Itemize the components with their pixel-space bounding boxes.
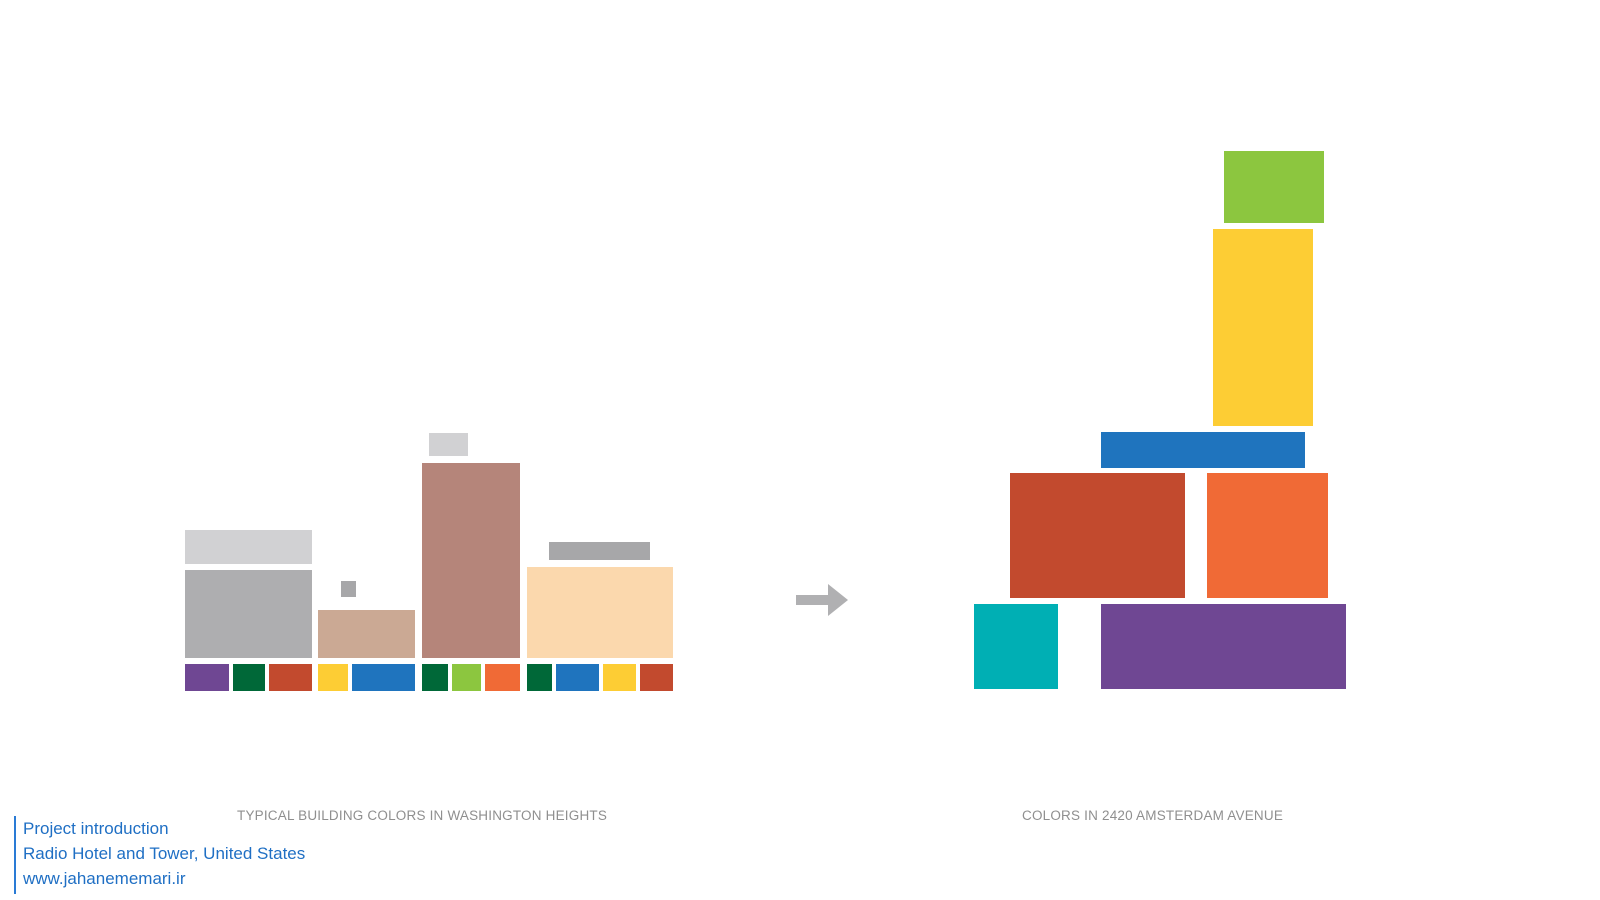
swatch-blue: [556, 664, 599, 691]
building-2-chimney-block: [341, 581, 356, 597]
building-3-body-block: [422, 463, 520, 658]
tower-yellow-block: [1213, 229, 1313, 426]
building-1-body-block: [185, 570, 312, 658]
swatch-dark-green: [422, 664, 448, 691]
swatch-dark-green: [233, 664, 265, 691]
typical-building-colors-caption: TYPICAL BUILDING COLORS IN WASHINGTON HE…: [237, 808, 608, 823]
tower-purple-block: [1101, 604, 1346, 689]
swatch-dark-green: [527, 664, 552, 691]
tower-brick-red-block: [1010, 473, 1185, 598]
amsterdam-avenue-colors-caption: COLORS IN 2420 AMSTERDAM AVENUE: [1022, 808, 1284, 823]
tower-teal-block: [974, 604, 1058, 689]
building-4-roof-block: [549, 542, 650, 560]
tower-orange-block: [1207, 473, 1328, 598]
building-4-body-block: [527, 567, 673, 658]
credit-project-introduction: Project introduction: [23, 819, 169, 838]
swatch-purple: [185, 664, 229, 691]
swatch-blue: [352, 664, 415, 691]
credit-project-name: Radio Hotel and Tower, United States: [23, 844, 306, 863]
swatch-yellow: [318, 664, 348, 691]
swatch-brick-red: [269, 664, 312, 691]
credit-website[interactable]: www.jahanememari.ir: [23, 869, 186, 888]
tower-top-green-block: [1224, 151, 1324, 223]
swatch-lime-green: [452, 664, 481, 691]
building-3-roof-block: [429, 433, 468, 456]
right-arrow-icon: [796, 584, 848, 616]
swatch-brick-red: [640, 664, 673, 691]
building-1-roof-block: [185, 530, 312, 564]
swatch-yellow: [603, 664, 636, 691]
swatch-orange: [485, 664, 520, 691]
credit-block: Project introduction Radio Hotel and Tow…: [14, 816, 305, 894]
tower-blue-block: [1101, 432, 1305, 468]
building-2-body-block: [318, 610, 415, 658]
